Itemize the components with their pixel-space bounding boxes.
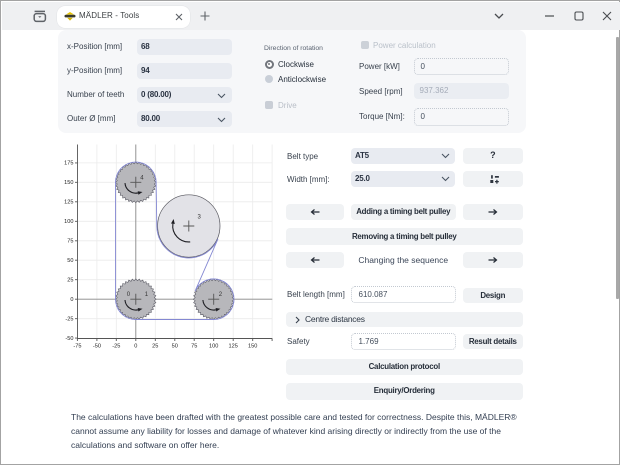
svg-text:-50: -50 [93, 344, 101, 350]
svg-text:-25: -25 [65, 317, 73, 323]
svg-text:50: 50 [172, 344, 178, 350]
svg-text:4: 4 [140, 175, 144, 181]
svg-text:25: 25 [152, 344, 158, 350]
svg-text:1: 1 [145, 292, 149, 298]
svg-text:150: 150 [64, 180, 73, 186]
svg-text:-25: -25 [112, 344, 120, 350]
svg-text:125: 125 [229, 344, 238, 350]
svg-text:2: 2 [219, 292, 223, 298]
svg-text:75: 75 [67, 239, 73, 245]
svg-text:-50: -50 [65, 336, 73, 342]
svg-text:175: 175 [64, 161, 73, 167]
svg-text:3: 3 [198, 215, 202, 221]
svg-text:50: 50 [67, 258, 73, 264]
svg-text:0: 0 [134, 344, 137, 350]
svg-text:25: 25 [67, 278, 73, 284]
svg-text:100: 100 [209, 344, 218, 350]
svg-text:-75: -75 [73, 344, 81, 350]
svg-text:125: 125 [64, 200, 73, 206]
svg-text:0: 0 [70, 297, 73, 303]
svg-text:0: 0 [127, 292, 131, 298]
svg-text:75: 75 [191, 344, 197, 350]
svg-text:150: 150 [248, 344, 257, 350]
svg-text:100: 100 [64, 219, 73, 225]
